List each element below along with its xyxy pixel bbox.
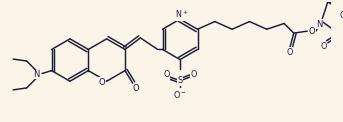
Text: S: S bbox=[177, 76, 182, 85]
Text: O$^-$: O$^-$ bbox=[173, 89, 187, 100]
Text: O: O bbox=[190, 70, 197, 79]
Text: N: N bbox=[317, 20, 323, 29]
Text: O: O bbox=[320, 42, 327, 51]
Text: O: O bbox=[98, 78, 105, 87]
Text: O: O bbox=[287, 48, 293, 57]
Text: N$^+$: N$^+$ bbox=[175, 8, 189, 20]
Text: O: O bbox=[163, 70, 170, 79]
Text: O: O bbox=[132, 84, 139, 93]
Text: O: O bbox=[309, 27, 315, 36]
Text: N: N bbox=[33, 70, 39, 79]
Text: O: O bbox=[339, 11, 343, 20]
